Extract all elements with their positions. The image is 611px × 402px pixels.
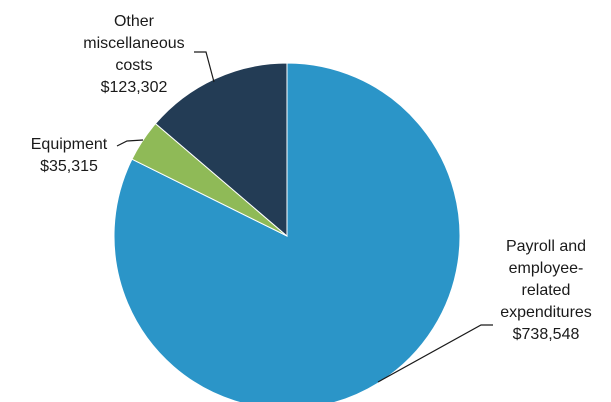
- pie-slice-other: [154, 62, 288, 238]
- leader-line-equipment: [116, 139, 144, 147]
- slice-value-label: $35,315: [40, 158, 98, 175]
- slice-label-payroll: Payroll and employee-related expenditures $…: [500, 238, 592, 343]
- slice-name-line: expenditures: [500, 304, 592, 321]
- pie-slices: [113, 62, 461, 402]
- slice-label-other: Other miscellaneous costs $123,302: [83, 13, 184, 96]
- slice-name-line: Equipment: [31, 136, 108, 153]
- slice-labels: Payroll and employee-related expenditures $…: [31, 13, 592, 343]
- slice-name-line: related: [522, 282, 571, 299]
- leader-line-other: [194, 51, 215, 83]
- slice-name-line: Other: [114, 13, 155, 30]
- slice-label-equipment: Equipment $35,315: [31, 136, 108, 175]
- slice-name-line: employee-: [509, 260, 584, 277]
- slice-value-label: $123,302: [101, 79, 168, 96]
- slice-name-line: Payroll and: [506, 238, 586, 255]
- slice-value-label: $738,548: [513, 326, 580, 343]
- leader-line-payroll: [377, 324, 493, 383]
- leader-lines: [116, 51, 493, 383]
- slice-name-line: costs: [115, 57, 152, 74]
- slice-name-line: miscellaneous: [83, 35, 184, 52]
